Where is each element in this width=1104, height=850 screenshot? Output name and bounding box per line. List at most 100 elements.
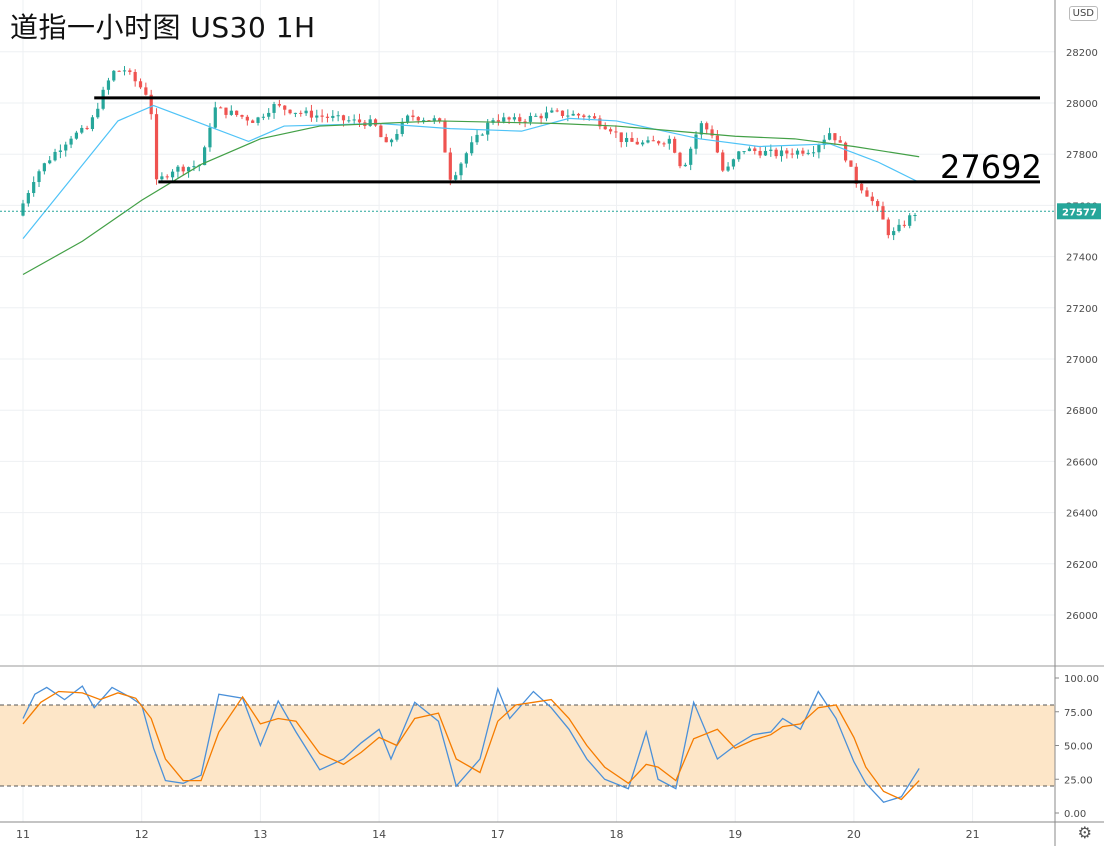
candle-body bbox=[523, 121, 527, 123]
candle-body bbox=[90, 117, 95, 130]
candle-body bbox=[219, 107, 223, 109]
gear-icon[interactable]: ⚙ bbox=[1077, 823, 1092, 842]
candle-body bbox=[411, 115, 415, 118]
candle-body bbox=[389, 139, 394, 143]
x-tick-label: 12 bbox=[135, 828, 149, 841]
candle-body bbox=[288, 109, 292, 114]
candle-body bbox=[865, 190, 869, 197]
candle-body bbox=[592, 116, 597, 119]
candle-body bbox=[170, 171, 175, 178]
stoch-tick-label: 0.00 bbox=[1064, 809, 1086, 820]
y-tick-label: 26600 bbox=[1066, 457, 1098, 468]
candle-body bbox=[267, 112, 271, 117]
candle-body bbox=[721, 152, 725, 171]
candle-body bbox=[582, 115, 586, 118]
candle-body bbox=[742, 151, 746, 153]
candle-body bbox=[256, 117, 260, 123]
candle-body bbox=[480, 134, 484, 136]
currency-label[interactable]: USD bbox=[1068, 6, 1098, 21]
candle-body bbox=[384, 137, 388, 143]
candle-body bbox=[817, 145, 821, 153]
candle-body bbox=[459, 163, 463, 176]
candle-body bbox=[325, 116, 330, 118]
candle-body bbox=[603, 126, 607, 130]
candle-body bbox=[870, 196, 874, 202]
candle-body bbox=[21, 203, 25, 216]
candle-body bbox=[560, 110, 565, 116]
candle-body bbox=[443, 120, 447, 153]
candle-body bbox=[213, 107, 217, 128]
candle-body bbox=[58, 150, 62, 152]
candle-body bbox=[763, 150, 768, 156]
candle-body bbox=[208, 127, 212, 148]
candle-body bbox=[512, 117, 517, 120]
candle-body bbox=[245, 116, 249, 121]
candle-body bbox=[42, 163, 46, 172]
candle-body bbox=[838, 140, 842, 143]
candle-body bbox=[539, 115, 543, 119]
candle-body bbox=[555, 110, 559, 112]
candle-body bbox=[753, 148, 757, 151]
candle-body bbox=[587, 116, 591, 118]
candle-body bbox=[181, 166, 185, 172]
candle-body bbox=[860, 183, 864, 191]
candle-body bbox=[176, 166, 180, 172]
candle-body bbox=[673, 138, 677, 153]
candle-body bbox=[192, 166, 196, 168]
y-tick-label: 26400 bbox=[1066, 509, 1098, 520]
candle-body bbox=[304, 110, 308, 114]
candle-body bbox=[422, 120, 426, 122]
candle-body bbox=[619, 132, 623, 143]
candle-body bbox=[710, 129, 714, 136]
candle-body bbox=[299, 112, 303, 114]
candle-body bbox=[699, 123, 703, 135]
candle-body bbox=[138, 81, 143, 88]
candle-body bbox=[566, 115, 570, 117]
candle-body bbox=[908, 215, 912, 226]
candle-body bbox=[678, 152, 682, 167]
stoch-tick-label: 75.00 bbox=[1064, 708, 1093, 719]
candle-body bbox=[448, 152, 452, 180]
candle-body bbox=[80, 127, 84, 133]
candle-body bbox=[843, 142, 848, 161]
moving-average-fast bbox=[22, 104, 920, 240]
candle-body bbox=[464, 153, 468, 164]
candle-body bbox=[849, 160, 853, 167]
candle-body bbox=[747, 148, 752, 152]
stoch-band-fill bbox=[0, 705, 1055, 786]
candle-body bbox=[122, 70, 127, 72]
candle-body bbox=[785, 150, 789, 154]
candle-body bbox=[229, 110, 233, 115]
candle-body bbox=[315, 115, 319, 118]
candle-body bbox=[85, 127, 89, 130]
candle-body bbox=[331, 115, 335, 118]
candle-body bbox=[769, 149, 773, 151]
candle-body bbox=[48, 160, 52, 164]
candle-body bbox=[726, 166, 730, 171]
candle-body bbox=[598, 118, 602, 127]
chart-title: 道指一小时图 US30 1H bbox=[10, 11, 316, 44]
candle-body bbox=[705, 123, 709, 130]
candle-body bbox=[117, 70, 121, 72]
last-price-tag bbox=[1057, 203, 1101, 220]
candle-body bbox=[486, 122, 490, 135]
candle-body bbox=[827, 133, 832, 140]
y-tick-label: 28000 bbox=[1066, 99, 1098, 110]
candle-body bbox=[630, 137, 634, 142]
y-tick-label: 27400 bbox=[1066, 253, 1098, 264]
candle-body bbox=[432, 118, 436, 121]
candle-body bbox=[144, 87, 148, 95]
candle-body bbox=[571, 113, 575, 116]
candle-body bbox=[454, 175, 458, 180]
candle-body bbox=[26, 193, 30, 204]
candle-body bbox=[128, 70, 132, 72]
candle-body bbox=[112, 70, 116, 81]
candle-body bbox=[277, 104, 281, 106]
candle-body bbox=[694, 134, 698, 149]
stoch-tick-label: 50.00 bbox=[1064, 742, 1093, 753]
candle-body bbox=[897, 224, 901, 232]
candle-body bbox=[438, 118, 442, 121]
candle-body bbox=[149, 94, 153, 115]
y-tick-label: 26800 bbox=[1066, 406, 1098, 417]
candle-body bbox=[240, 115, 244, 117]
